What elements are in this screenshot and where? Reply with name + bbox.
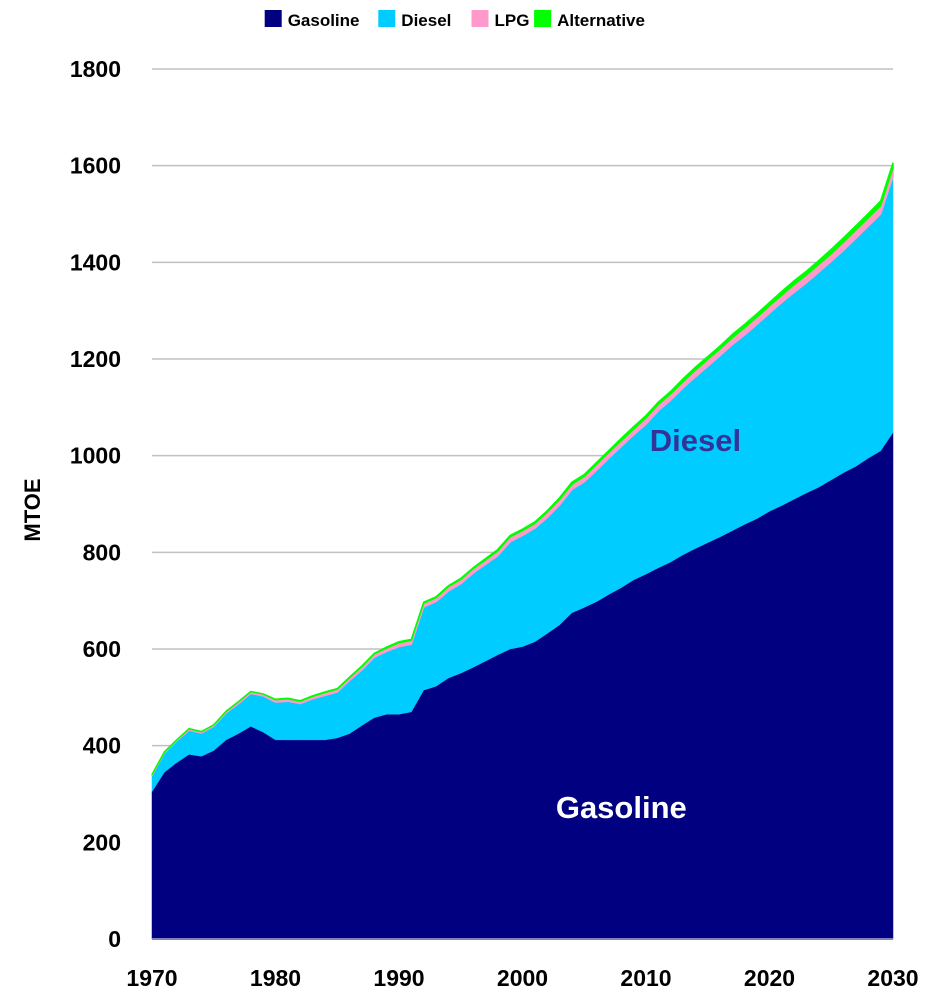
series-areas [151, 162, 894, 940]
area-alternative [151, 162, 894, 776]
legend-swatch-gasoline [264, 10, 282, 27]
area-gasoline [151, 431, 894, 940]
x-tick-label-1990: 1990 [373, 965, 424, 991]
x-tick-label-2030: 2030 [867, 965, 918, 991]
y-tick-label-1400: 1400 [70, 249, 121, 275]
y-tick-label-1000: 1000 [70, 443, 121, 469]
y-axis-label: MTOE [20, 478, 45, 541]
y-tick-label-200: 200 [83, 829, 121, 855]
x-tick-label-2000: 2000 [497, 965, 548, 991]
y-tick-label-1600: 1600 [70, 153, 121, 179]
legend-swatch-alternative [534, 10, 552, 27]
y-tick-label-0: 0 [108, 926, 121, 952]
x-axis-ticks: 1970 1980 1990 2000 2010 2020 2030 [126, 965, 918, 991]
x-tick-label-2020: 2020 [744, 965, 795, 991]
legend: Gasoline Diesel LPG Alternative [264, 10, 645, 30]
y-tick-label-1800: 1800 [70, 56, 121, 82]
y-tick-label-600: 600 [83, 636, 121, 662]
legend-swatch-diesel [378, 10, 396, 27]
legend-label-gasoline: Gasoline [288, 11, 360, 30]
annotations: Diesel Gasoline [556, 423, 741, 825]
legend-label-lpg: LPG [495, 11, 530, 30]
y-tick-label-400: 400 [83, 733, 121, 759]
x-tick-label-1970: 1970 [126, 965, 177, 991]
annotation-gasoline: Gasoline [556, 790, 687, 825]
y-tick-label-800: 800 [83, 539, 121, 565]
y-axis-ticks: 0 200 400 600 800 1000 1200 1400 1600 1800 [70, 56, 121, 952]
x-tick-label-2010: 2010 [620, 965, 671, 991]
y-tick-label-1200: 1200 [70, 346, 121, 372]
annotation-diesel: Diesel [650, 423, 741, 458]
legend-swatch-lpg [471, 10, 489, 27]
legend-label-alternative: Alternative [557, 11, 645, 30]
x-tick-label-1980: 1980 [250, 965, 301, 991]
legend-label-diesel: Diesel [401, 11, 451, 30]
